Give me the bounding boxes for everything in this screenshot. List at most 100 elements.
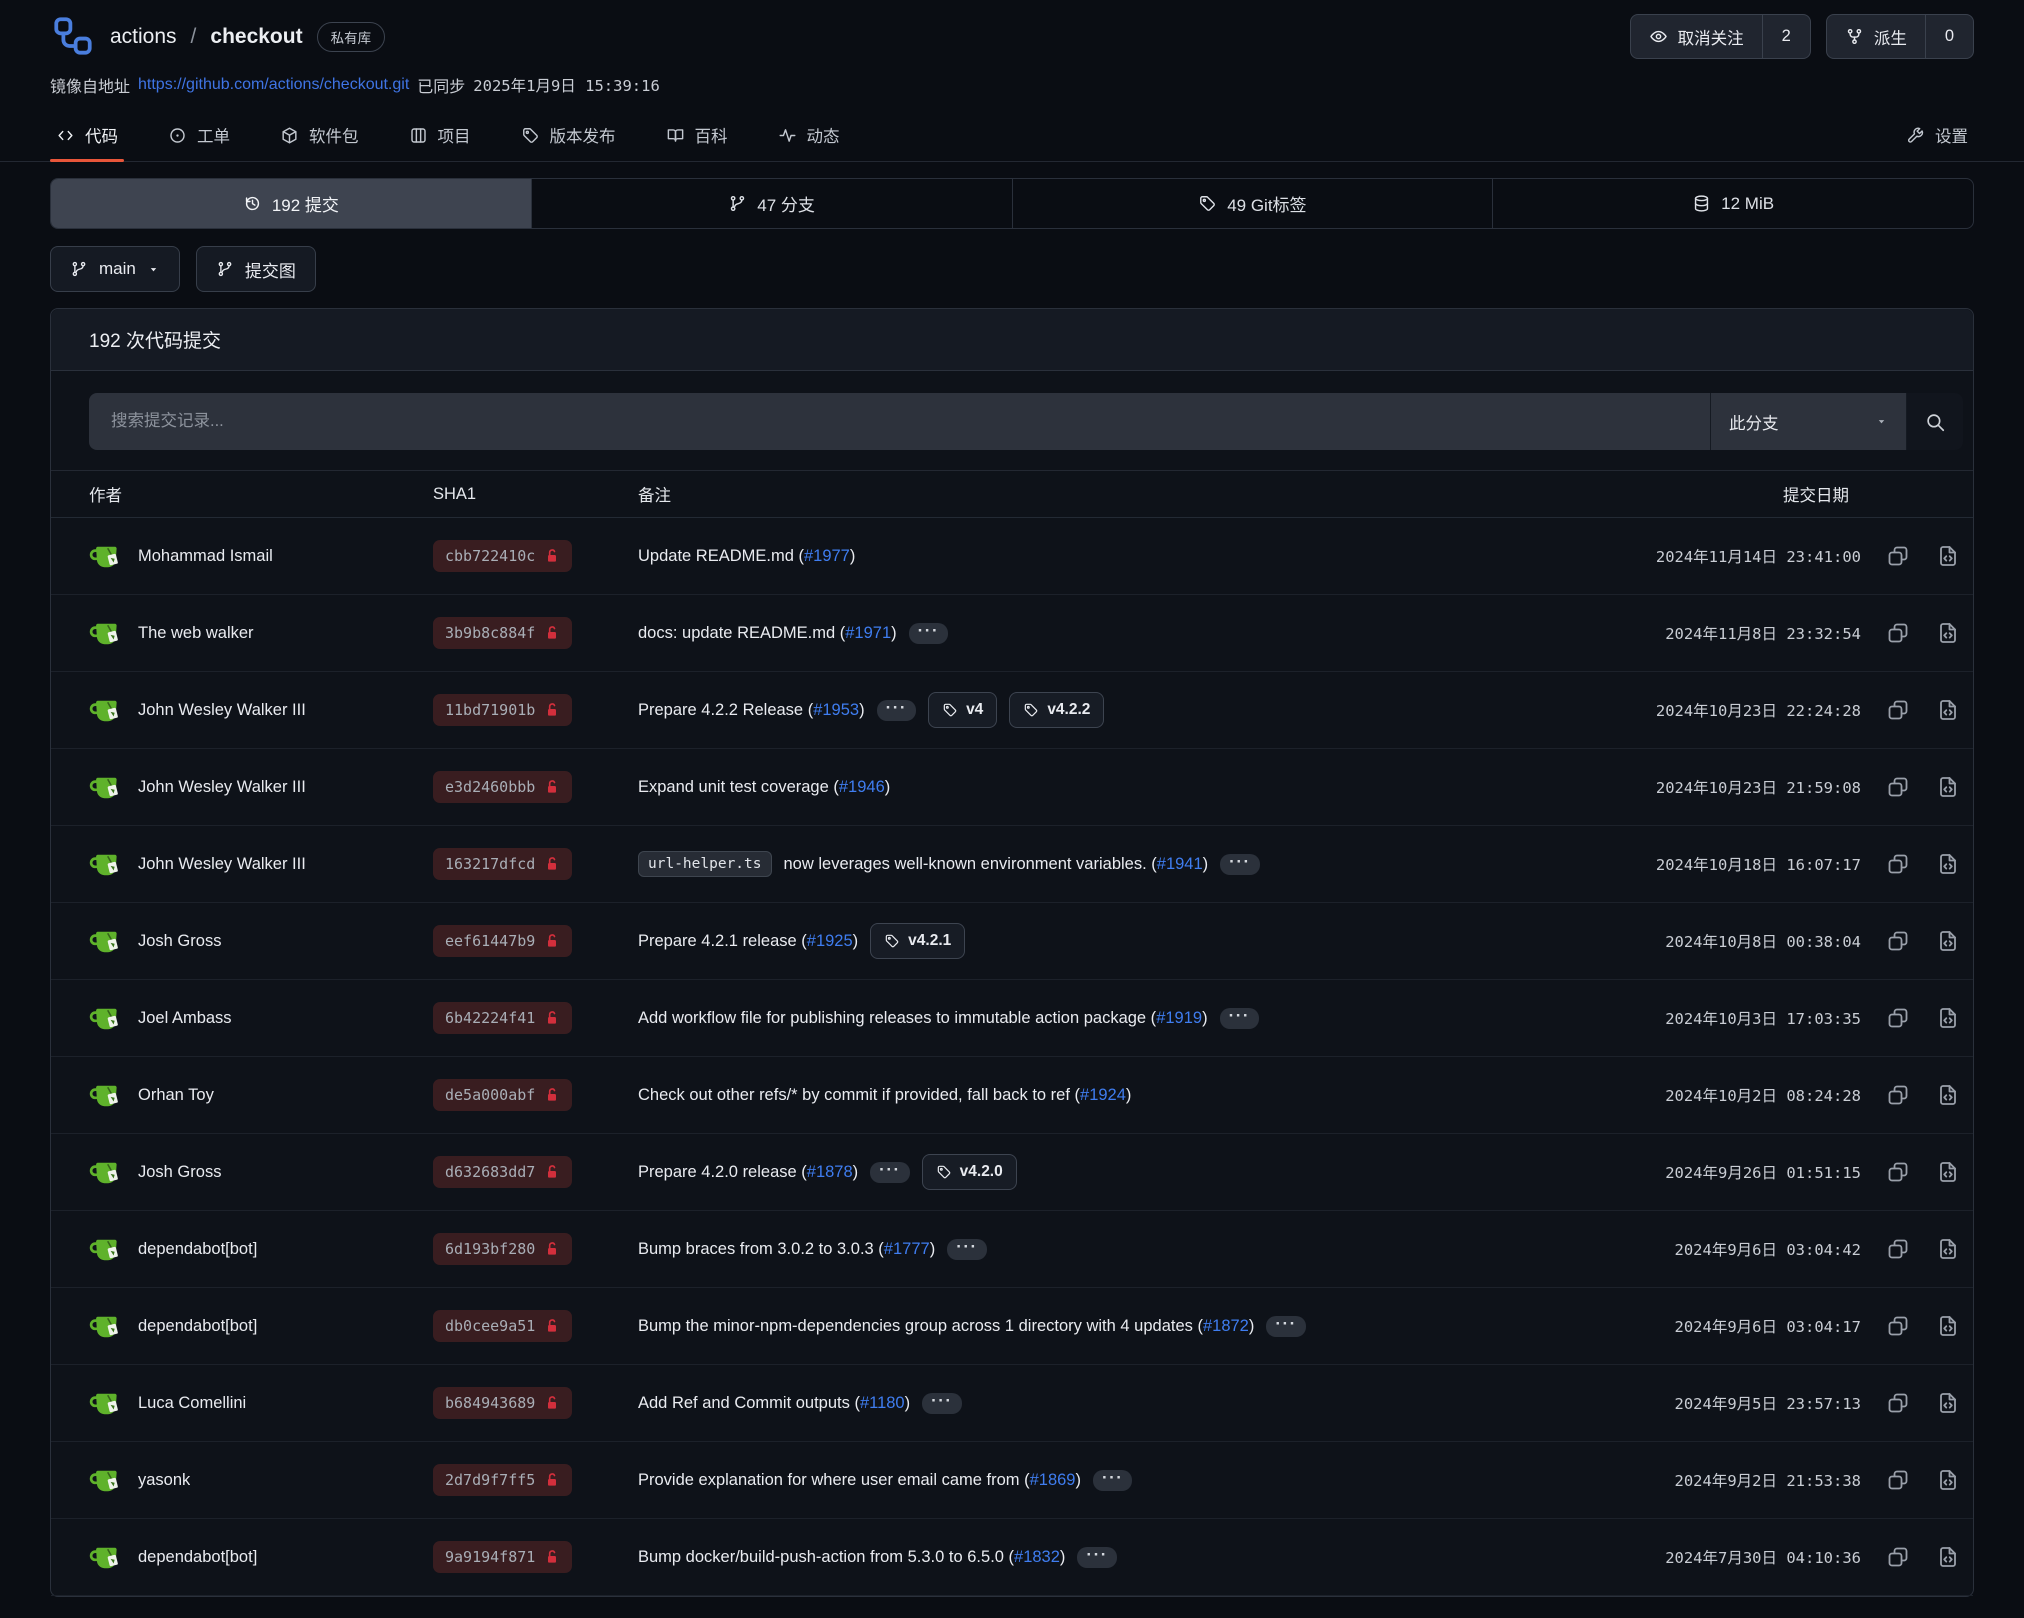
copy-sha-button[interactable] — [1884, 1390, 1911, 1417]
issue-link[interactable]: #1925 — [806, 931, 853, 950]
commit-sha-badge[interactable]: 163217dfcd — [433, 848, 573, 880]
commit-message[interactable]: Add workflow file for publishing release… — [638, 1008, 1208, 1027]
tab-issues[interactable]: 工单 — [162, 109, 236, 161]
commit-expander-button[interactable]: ··· — [1220, 853, 1260, 875]
commit-message[interactable]: Expand unit test coverage (#1946) — [638, 777, 891, 796]
copy-sha-button[interactable] — [1884, 620, 1911, 647]
commit-expander-button[interactable]: ··· — [908, 622, 949, 644]
tab-releases[interactable]: 版本发布 — [515, 109, 622, 161]
view-source-button[interactable] — [1934, 1159, 1961, 1186]
copy-sha-button[interactable] — [1884, 1082, 1911, 1109]
avatar[interactable] — [89, 770, 123, 804]
commit-sha-badge[interactable]: cbb722410c — [433, 540, 573, 572]
view-source-button[interactable] — [1934, 1390, 1961, 1417]
commit-sha-badge[interactable]: de5a000abf — [433, 1079, 573, 1111]
stat-size[interactable]: 12 MiB — [1492, 179, 1973, 228]
commit-expander-button[interactable]: ··· — [1266, 1315, 1306, 1337]
fork-button-main[interactable]: 派生 — [1827, 15, 1925, 58]
commit-message[interactable]: docs: update README.md (#1971) — [638, 623, 897, 642]
unwatch-button[interactable]: 取消关注 2 — [1629, 14, 1811, 59]
commit-expander-button[interactable]: ··· — [922, 1392, 962, 1414]
commit-expander-button[interactable]: ··· — [947, 1238, 987, 1260]
repo-owner-link[interactable]: actions — [110, 24, 177, 48]
issue-link[interactable]: #1953 — [813, 700, 860, 719]
avatar[interactable] — [89, 1309, 123, 1343]
issue-link[interactable]: #1180 — [859, 1393, 905, 1412]
commit-author-name[interactable]: dependabot[bot] — [138, 1547, 258, 1566]
commit-author-name[interactable]: John Wesley Walker III — [138, 854, 306, 873]
view-source-button[interactable] — [1934, 1544, 1961, 1571]
avatar[interactable] — [89, 1155, 123, 1189]
view-source-button[interactable] — [1934, 543, 1961, 570]
commit-author-name[interactable]: Josh Gross — [138, 931, 222, 950]
commit-sha-badge[interactable]: e3d2460bbb — [433, 771, 573, 803]
avatar[interactable] — [89, 1232, 123, 1266]
tag-button[interactable]: v4.2.0 — [921, 1154, 1017, 1190]
issue-link[interactable]: #1878 — [806, 1162, 853, 1181]
mirror-url-link[interactable]: https://github.com/actions/checkout.git — [138, 76, 410, 93]
commit-author-name[interactable]: dependabot[bot] — [138, 1239, 258, 1258]
copy-sha-button[interactable] — [1884, 1313, 1911, 1340]
tag-button[interactable]: v4 — [928, 692, 998, 728]
commit-message[interactable]: Add Ref and Commit outputs (#1180) — [638, 1393, 911, 1412]
stat-git-tags[interactable]: 49 Git标签 — [1011, 179, 1493, 228]
commit-message[interactable]: Prepare 4.2.1 release (#1925) — [638, 931, 859, 950]
commit-message[interactable]: Bump docker/build-push-action from 5.3.0… — [638, 1547, 1066, 1566]
avatar[interactable] — [89, 1078, 123, 1112]
copy-sha-button[interactable] — [1884, 543, 1911, 570]
view-source-button[interactable] — [1934, 1313, 1961, 1340]
commit-message[interactable]: Prepare 4.2.0 release (#1878) — [638, 1162, 859, 1181]
commit-author-name[interactable]: Luca Comellini — [138, 1393, 247, 1412]
issue-link[interactable]: #1971 — [845, 623, 892, 642]
copy-sha-button[interactable] — [1884, 928, 1911, 955]
commit-graph-button[interactable]: 提交图 — [195, 246, 316, 292]
commit-message[interactable]: Check out other refs/* by commit if prov… — [638, 1085, 1132, 1104]
commit-sha-badge[interactable]: 6b42224f41 — [433, 1002, 573, 1034]
tab-settings[interactable]: 设置 — [1900, 109, 1974, 161]
tab-code[interactable]: 代码 — [50, 109, 124, 162]
tab-projects[interactable]: 项目 — [403, 109, 477, 161]
commit-sha-badge[interactable]: 3b9b8c884f — [433, 617, 573, 649]
avatar[interactable] — [89, 847, 123, 881]
commit-expander-button[interactable]: ··· — [876, 699, 917, 721]
commit-sha-badge[interactable]: 11bd71901b — [433, 694, 573, 726]
avatar[interactable] — [89, 1463, 123, 1497]
commit-expander-button[interactable]: ··· — [870, 1161, 910, 1183]
stat-commits[interactable]: 192 提交 — [51, 179, 531, 228]
avatar[interactable] — [89, 616, 123, 650]
view-source-button[interactable] — [1934, 928, 1961, 955]
issue-link[interactable]: #1872 — [1202, 1316, 1249, 1335]
commit-author-name[interactable]: Josh Gross — [138, 1162, 222, 1181]
copy-sha-button[interactable] — [1884, 1467, 1911, 1494]
issue-link[interactable]: #1832 — [1014, 1547, 1060, 1566]
tab-wiki[interactable]: 百科 — [660, 109, 734, 161]
commit-expander-button[interactable]: ··· — [1219, 1007, 1260, 1029]
avatar[interactable] — [89, 539, 123, 573]
copy-sha-button[interactable] — [1884, 1005, 1911, 1032]
commit-sha-badge[interactable]: db0cee9a51 — [433, 1310, 573, 1342]
tag-button[interactable]: v4.2.2 — [1009, 692, 1105, 728]
issue-link[interactable]: #1869 — [1029, 1470, 1076, 1489]
search-button[interactable] — [1906, 393, 1963, 450]
view-source-button[interactable] — [1934, 851, 1961, 878]
tab-activity[interactable]: 动态 — [772, 109, 846, 161]
commit-sha-badge[interactable]: d632683dd7 — [433, 1156, 573, 1188]
commit-message[interactable]: Provide explanation for where user email… — [638, 1470, 1081, 1489]
issue-link[interactable]: #1924 — [1080, 1085, 1126, 1104]
avatar[interactable] — [89, 1001, 123, 1035]
commit-author-name[interactable]: dependabot[bot] — [138, 1316, 258, 1335]
commit-sha-badge[interactable]: 2d7d9f7ff5 — [433, 1464, 573, 1496]
commit-message[interactable]: Update README.md (#1977) — [638, 546, 856, 565]
avatar[interactable] — [89, 924, 123, 958]
search-commits-input[interactable] — [89, 393, 1710, 450]
copy-sha-button[interactable] — [1884, 851, 1911, 878]
issue-link[interactable]: #1946 — [838, 777, 885, 796]
issue-link[interactable]: #1777 — [883, 1239, 930, 1258]
commit-author-name[interactable]: John Wesley Walker III — [138, 777, 306, 796]
issue-link[interactable]: #1977 — [803, 546, 850, 565]
watchers-count[interactable]: 2 — [1761, 15, 1810, 58]
tag-button[interactable]: v4.2.1 — [870, 923, 966, 959]
commit-author-name[interactable]: Joel Ambass — [138, 1008, 232, 1027]
commit-sha-badge[interactable]: 9a9194f871 — [433, 1541, 573, 1573]
issue-link[interactable]: #1919 — [1156, 1008, 1203, 1027]
